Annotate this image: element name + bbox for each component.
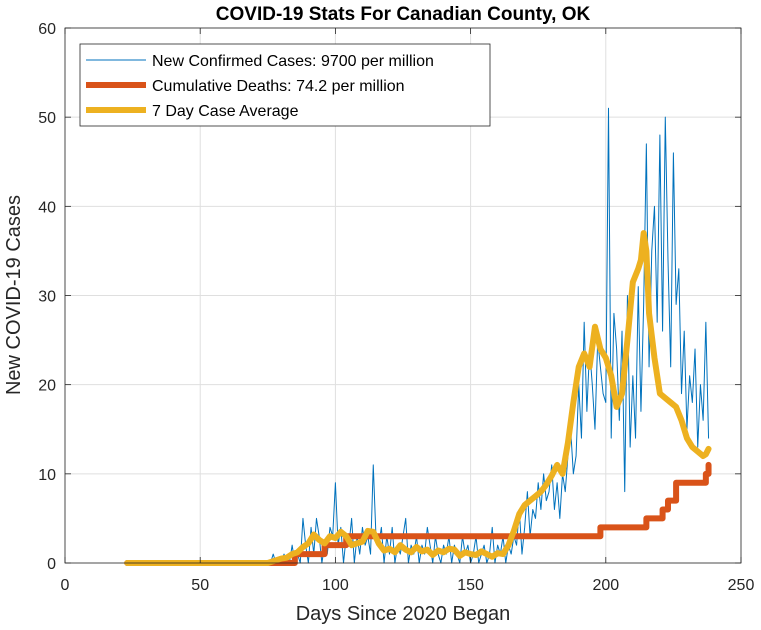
y-tick-label: 10 — [38, 467, 56, 484]
y-tick-label: 50 — [38, 110, 56, 127]
x-tick-label: 250 — [728, 577, 755, 594]
legend-label-new-cases: New Confirmed Cases: 9700 per million — [152, 53, 434, 70]
chart-title: COVID-19 Stats For Canadian County, OK — [216, 4, 591, 25]
x-tick-label: 100 — [322, 577, 349, 594]
x-tick-label: 50 — [191, 577, 209, 594]
x-tick-label: 200 — [592, 577, 619, 594]
y-tick-label: 20 — [38, 378, 56, 395]
series-layer — [124, 107, 712, 566]
x-tick-label: 0 — [61, 577, 70, 594]
y-tick-label: 30 — [38, 289, 56, 306]
y-tick-label: 40 — [38, 199, 56, 216]
x-tick-label: 150 — [457, 577, 484, 594]
ticks: 0 50 100 150 200 250 0 10 20 30 40 50 60 — [38, 21, 754, 594]
legend-label-7-day-average: 7 Day Case Average — [152, 103, 299, 120]
y-tick-label: 60 — [38, 21, 56, 38]
legend-box — [79, 43, 491, 127]
legend: New Confirmed Cases: 9700 per million Cu… — [79, 43, 491, 127]
series-cumulative-deaths-line — [124, 461, 712, 566]
legend-label-cumulative-deaths: Cumulative Deaths: 74.2 per million — [152, 78, 405, 95]
x-axis-label: Days Since 2020 Began — [296, 603, 511, 625]
y-axis-label: New COVID-19 Cases — [3, 195, 25, 395]
y-tick-label: 0 — [47, 556, 56, 573]
series-7-day-average-line — [124, 230, 712, 566]
